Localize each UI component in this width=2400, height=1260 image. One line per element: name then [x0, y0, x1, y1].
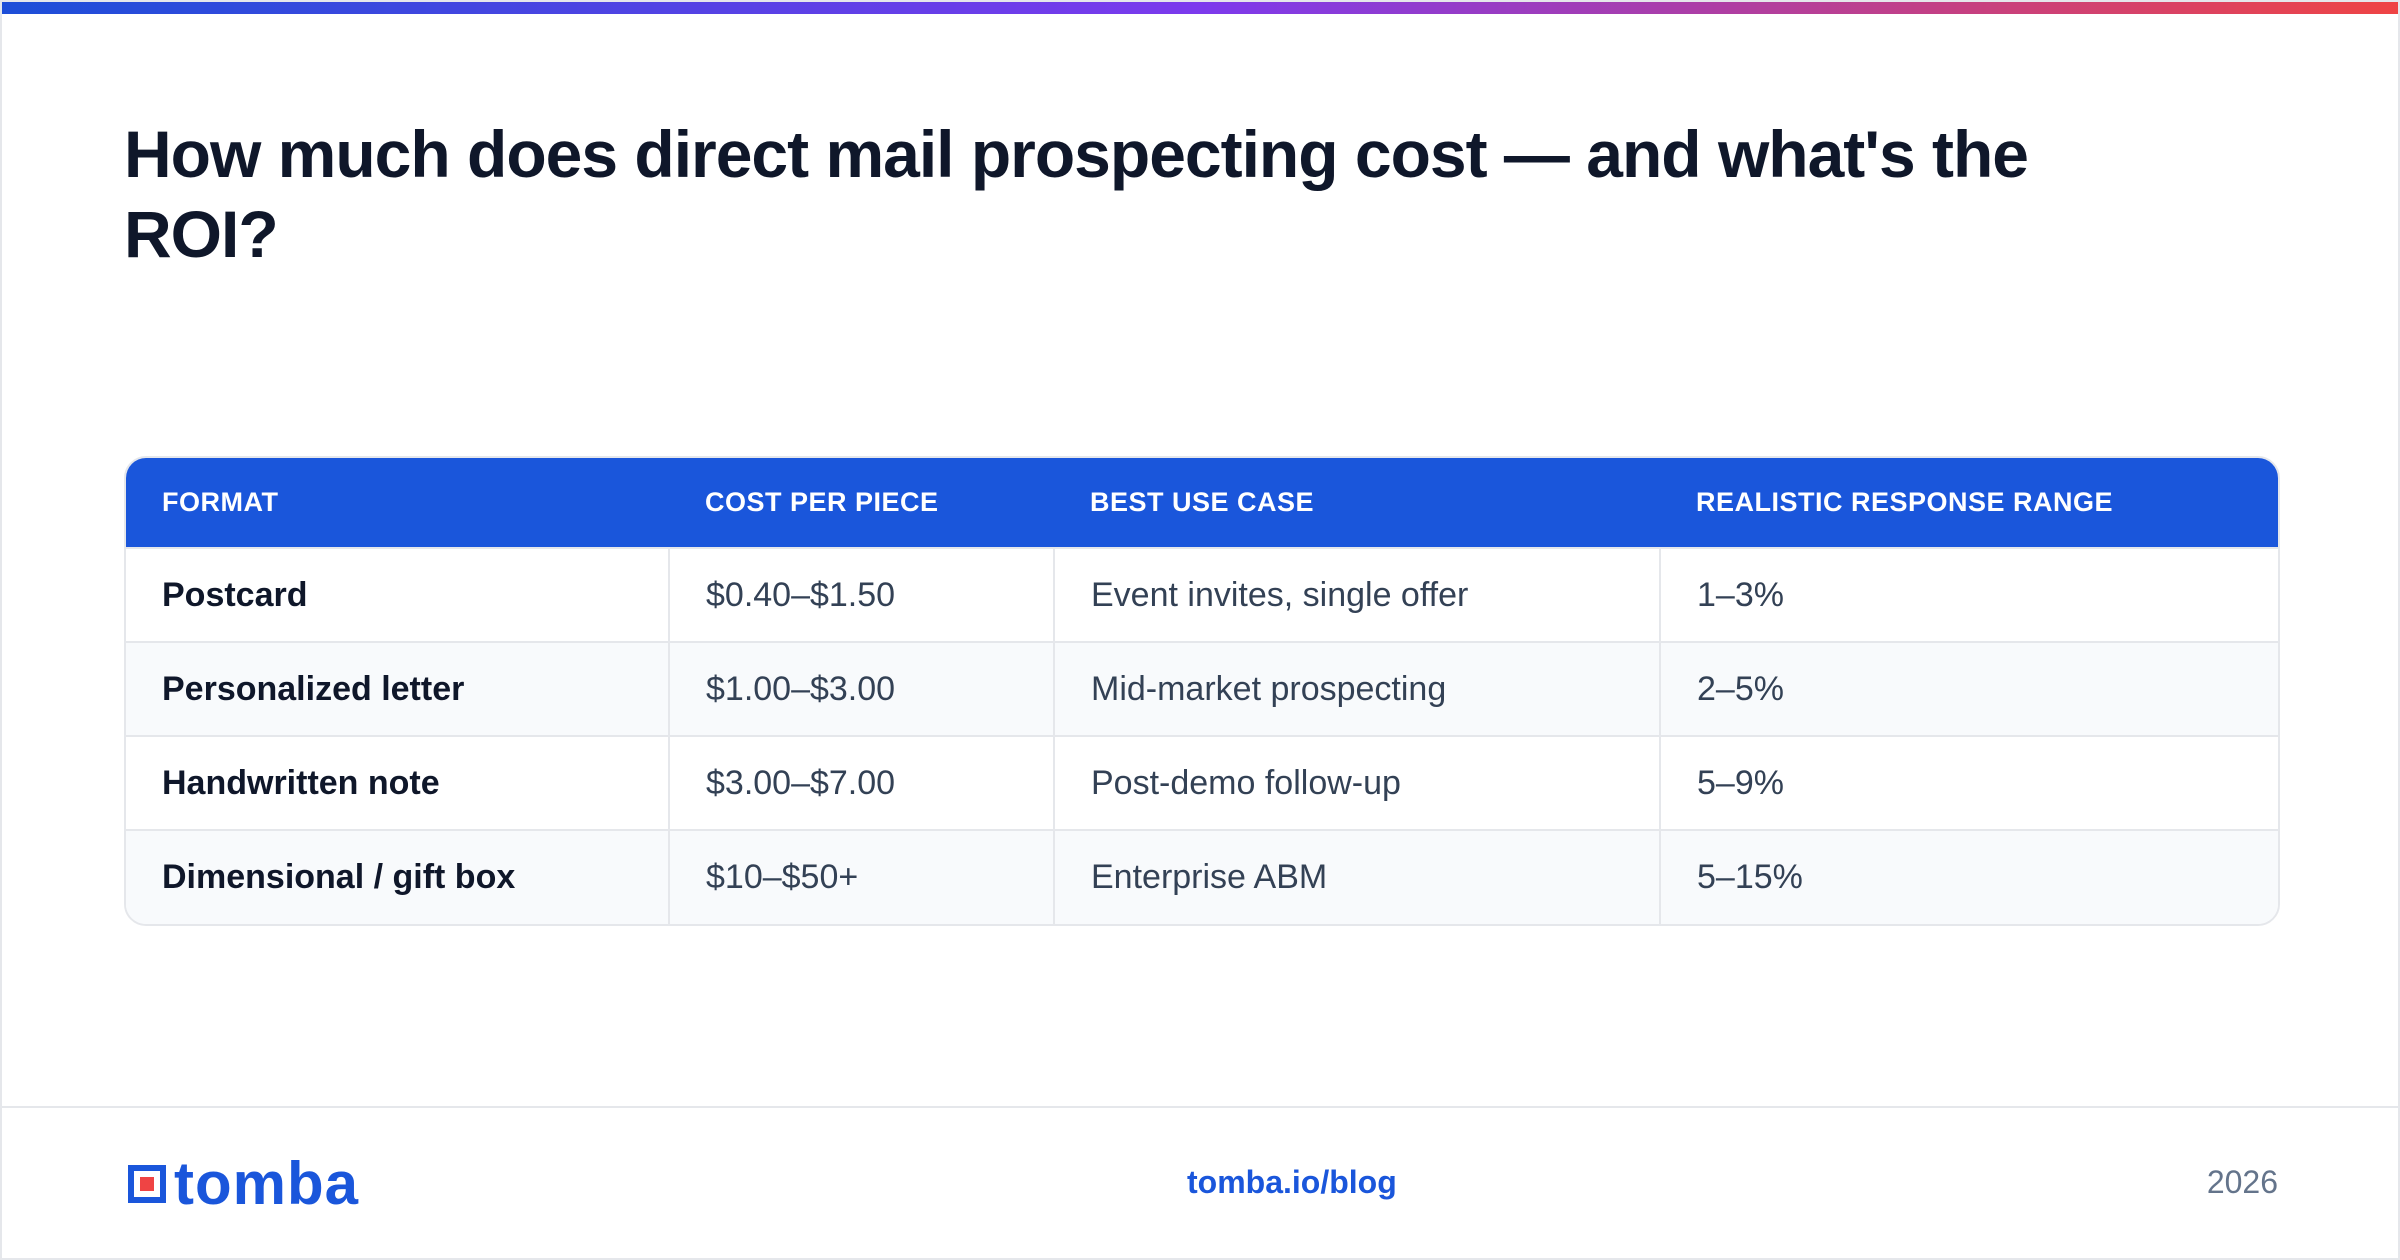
- table-row: Dimensional / gift box $10–$50+ Enterpri…: [126, 829, 2278, 924]
- cell-use-case: Enterprise ABM: [1053, 829, 1660, 924]
- cell-format: Dimensional / gift box: [126, 829, 669, 924]
- header-best-use-case: BEST USE CASE: [1090, 487, 1315, 517]
- cell-response: 1–3%: [1659, 547, 2278, 642]
- cell-response: 5–9%: [1659, 735, 2278, 830]
- cell-format: Postcard: [126, 547, 669, 642]
- cell-response: 2–5%: [1659, 641, 2278, 736]
- cell-use-case: Post-demo follow-up: [1053, 735, 1660, 830]
- cell-response: 5–15%: [1659, 829, 2278, 924]
- page-title: How much does direct mail prospecting co…: [124, 117, 2029, 271]
- gradient-accent-bar: [2, 2, 2398, 14]
- cost-table-grid: FORMAT COST PER PIECE BEST USE CASE REAL…: [126, 458, 2278, 924]
- cost-table: FORMAT COST PER PIECE BEST USE CASE REAL…: [124, 456, 2280, 926]
- blog-link[interactable]: tomba.io/blog: [1187, 1164, 1397, 1200]
- tomba-logo[interactable]: tomba: [124, 1154, 359, 1214]
- logo-wordmark: tomba: [174, 1150, 359, 1217]
- table-row: Handwritten note $3.00–$7.00 Post-demo f…: [126, 735, 2278, 830]
- header-cost-per-piece: COST PER PIECE: [705, 487, 939, 517]
- cell-format: Handwritten note: [126, 735, 669, 830]
- cell-cost: $10–$50+: [668, 829, 1054, 924]
- footer-divider: [2, 1106, 2398, 1108]
- table-row: Personalized letter $1.00–$3.00 Mid-mark…: [126, 641, 2278, 736]
- cell-cost: $0.40–$1.50: [668, 547, 1054, 642]
- header-format: FORMAT: [162, 487, 279, 517]
- cell-use-case: Event invites, single offer: [1053, 547, 1660, 642]
- cell-use-case: Mid-market prospecting: [1053, 641, 1660, 736]
- tomba-logo-icon: [128, 1165, 166, 1203]
- cell-cost: $1.00–$3.00: [668, 641, 1054, 736]
- cell-cost: $3.00–$7.00: [668, 735, 1054, 830]
- table-header-row: FORMAT COST PER PIECE BEST USE CASE REAL…: [126, 458, 2278, 548]
- footer-year: 2026: [2206, 1164, 2278, 1200]
- cell-format: Personalized letter: [126, 641, 669, 736]
- table-row: Postcard $0.40–$1.50 Event invites, sing…: [126, 547, 2278, 642]
- header-response-range: REALISTIC RESPONSE RANGE: [1696, 487, 2114, 517]
